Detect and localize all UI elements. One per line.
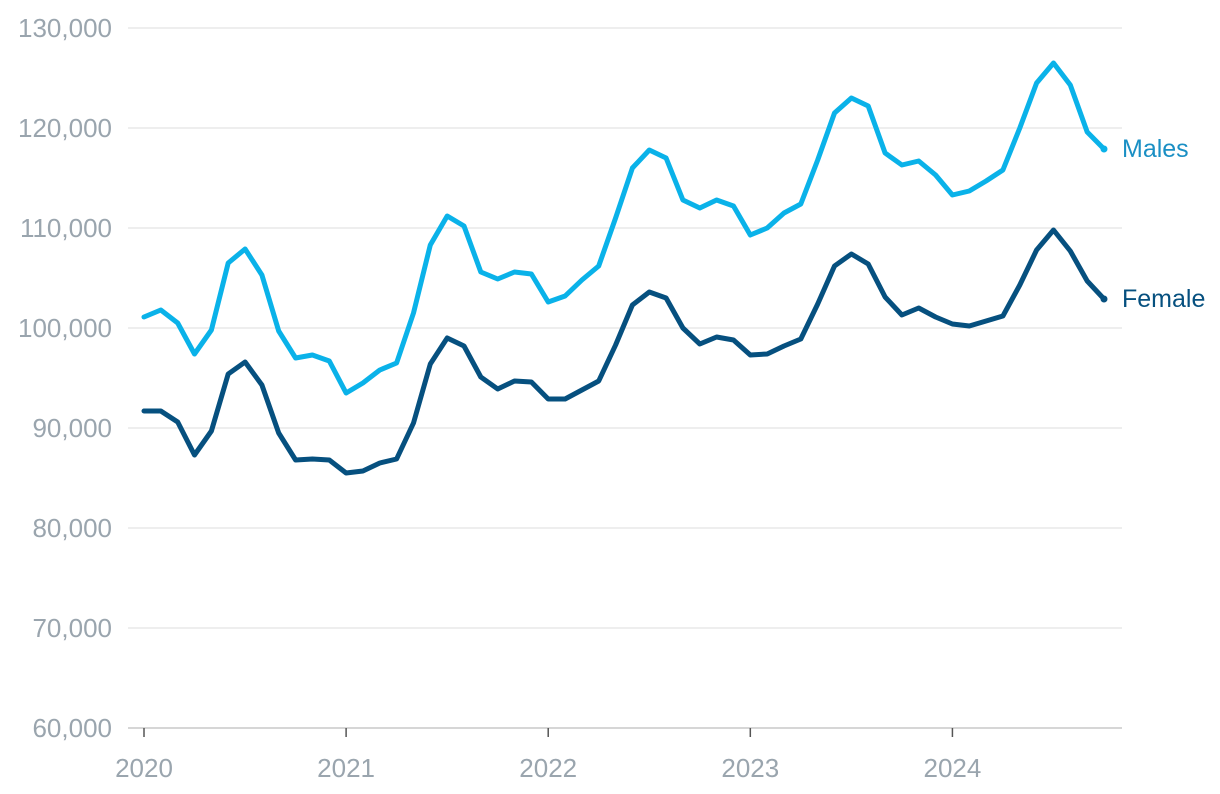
series-end-point-female: [1100, 295, 1108, 303]
y-tick-label: 110,000: [20, 213, 112, 243]
series: [141, 60, 1108, 476]
x-tick-label: 2023: [721, 753, 779, 783]
y-tick-label: 130,000: [18, 13, 112, 43]
x-tick-label: 2020: [115, 753, 173, 783]
grid: [128, 27, 1122, 729]
series-end-point-males: [1100, 145, 1108, 153]
series-line-males: [141, 60, 1107, 396]
x-tick-label: 2022: [519, 753, 577, 783]
x-tick-label: 2021: [317, 753, 375, 783]
series-label-males: Males: [1122, 135, 1189, 163]
y-tick-label: 70,000: [32, 613, 112, 643]
y-tick-label: 100,000: [18, 313, 112, 343]
y-tick-label: 120,000: [18, 113, 112, 143]
series-label-female: Female: [1122, 285, 1205, 313]
y-tick-label: 80,000: [32, 513, 112, 543]
series-labels: Males Female: [1122, 135, 1205, 313]
series-line-female: [141, 227, 1107, 476]
y-tick-label: 60,000: [32, 713, 112, 743]
y-tick-label: 90,000: [32, 413, 112, 443]
x-tick-label: 2024: [923, 753, 981, 783]
axes: 60,000 70,000 80,000 90,000 100,000 110,000 12…: [18, 13, 981, 783]
